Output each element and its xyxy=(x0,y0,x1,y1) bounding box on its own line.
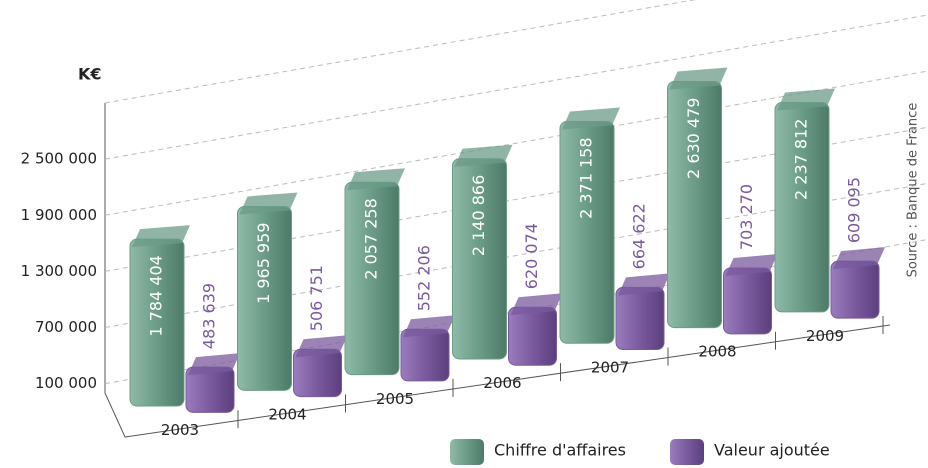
value-label: 2 237 812 xyxy=(792,119,811,200)
y-tick-label: 1 300 000 xyxy=(21,262,97,280)
value-label: 1 784 404 xyxy=(147,255,166,336)
bar-top xyxy=(403,315,455,338)
axis-line xyxy=(104,103,891,438)
bar-group xyxy=(723,254,778,335)
bar-group xyxy=(129,225,190,407)
value-label: 506 751 xyxy=(307,265,326,331)
x-tick-label: 2008 xyxy=(698,343,736,361)
bar-group xyxy=(344,168,405,376)
bar-top xyxy=(239,192,298,215)
value-label: 620 074 xyxy=(522,223,541,289)
bar-top xyxy=(454,144,513,167)
bar-group xyxy=(185,353,240,413)
value-label: 483 639 xyxy=(200,283,219,349)
bar xyxy=(508,306,557,366)
y-tick-label: 700 000 xyxy=(35,318,97,336)
bar-top xyxy=(562,107,620,130)
bar-top xyxy=(833,247,885,270)
x-tick-label: 2006 xyxy=(483,374,521,392)
legend-label: Chiffre d'affaires xyxy=(494,441,626,460)
bar-group xyxy=(508,293,563,366)
value-label: 552 206 xyxy=(415,245,434,311)
bar xyxy=(615,286,665,351)
x-tick-label: 2007 xyxy=(591,358,629,376)
value-label: 2 057 258 xyxy=(362,198,381,279)
bar-group xyxy=(293,335,348,398)
bar-top xyxy=(725,254,778,277)
bar-group xyxy=(559,107,620,344)
x-tick-label: 2003 xyxy=(161,421,199,439)
bar-group xyxy=(615,273,670,351)
legend-swatch xyxy=(450,439,484,465)
legend-label: Valeur ajoutée xyxy=(714,441,830,460)
bar xyxy=(400,328,450,382)
bar-group xyxy=(452,144,513,360)
value-label: 609 095 xyxy=(845,177,864,243)
y-tick-label: 1 900 000 xyxy=(21,206,97,224)
bar-top xyxy=(295,335,348,358)
bar-group xyxy=(774,88,835,313)
value-label: 1 965 959 xyxy=(254,222,273,303)
bar-group xyxy=(830,247,885,319)
bar xyxy=(830,260,880,319)
x-tick-label: 2004 xyxy=(268,406,306,424)
bar-top xyxy=(188,353,240,376)
x-tick-label: 2009 xyxy=(806,327,844,345)
value-label: 2 140 866 xyxy=(469,175,488,256)
bar xyxy=(723,267,772,335)
legend-swatch xyxy=(670,439,704,465)
bar-group xyxy=(400,315,455,382)
grid-line xyxy=(104,14,928,160)
value-label: 2 371 158 xyxy=(577,137,596,218)
bar-top xyxy=(510,293,563,316)
y-axis-label: K€ xyxy=(78,65,102,84)
bar-top xyxy=(347,168,405,191)
x-tick-label: 2005 xyxy=(376,390,414,408)
value-label: 664 622 xyxy=(630,203,649,269)
value-label: 2 630 479 xyxy=(684,98,703,179)
grid-line xyxy=(104,0,696,104)
bar-top xyxy=(618,273,670,296)
bar-group xyxy=(667,67,728,329)
source: Source : Banque de France xyxy=(906,103,921,278)
bar-top xyxy=(669,67,728,90)
bar-group xyxy=(237,192,298,391)
y-tick-label: 100 000 xyxy=(35,374,97,392)
bar-top xyxy=(132,225,190,248)
bar-top xyxy=(777,88,835,111)
y-tick-label: 2 500 000 xyxy=(21,150,97,168)
value-label: 703 270 xyxy=(737,184,756,250)
